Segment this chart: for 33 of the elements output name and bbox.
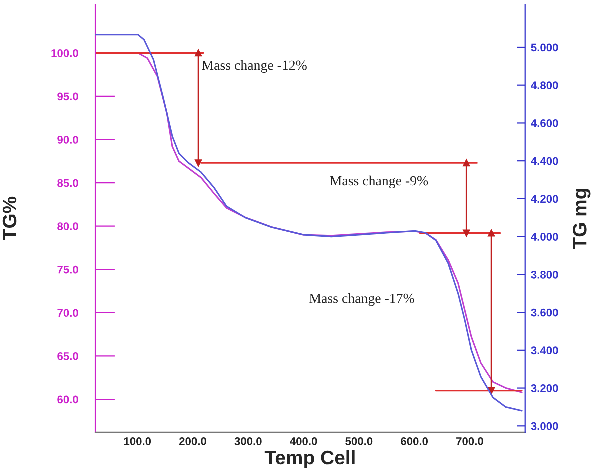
y2-tick-label: 4.000 xyxy=(531,233,558,241)
y2-tick-label: 3.200 xyxy=(531,384,558,392)
x-tick-label: 200.0 xyxy=(179,438,206,446)
y-tick-label: 90.0 xyxy=(58,136,78,144)
y2-tick-label: 4.800 xyxy=(531,82,558,90)
y2-axis-title: TG mg xyxy=(573,189,591,250)
y2-tick-label: 3.400 xyxy=(531,346,558,355)
x-tick-label: 300.0 xyxy=(234,438,262,446)
y-tick-label: 85.0 xyxy=(58,179,78,188)
x-tick-label: 100.0 xyxy=(124,438,152,446)
y-tick-label: 65.0 xyxy=(58,352,78,360)
y2-tick-label: 3.000 xyxy=(531,422,558,430)
y-tick-label: 100.0 xyxy=(52,49,78,58)
x-axis-title: Temp Cell xyxy=(264,450,355,469)
annotation: Mass change -12% xyxy=(202,60,307,74)
annotation: Mass change -17% xyxy=(310,293,414,306)
y2-tick-label: 5.000 xyxy=(531,44,558,52)
y2-tick-label: 3.800 xyxy=(531,270,558,279)
y-tick-label: 70.0 xyxy=(58,309,78,318)
x-tick-label: 700.0 xyxy=(456,438,484,446)
y-axis-title: TG% xyxy=(2,196,17,240)
y-tick-label: 80.0 xyxy=(58,222,78,230)
y2-tick-label: 4.400 xyxy=(531,157,558,166)
x-tick-label: 400.0 xyxy=(290,438,318,446)
y-tick-label: 60.0 xyxy=(58,396,78,404)
y-tick-label: 95.0 xyxy=(58,92,78,101)
x-tick-label: 500.0 xyxy=(346,438,373,446)
annotation: Mass change -9% xyxy=(330,176,428,189)
y-tick-label: 75.0 xyxy=(58,266,78,274)
y2-tick-label: 4.200 xyxy=(531,195,558,204)
y2-tick-label: 4.600 xyxy=(531,119,558,128)
x-tick-label: 600.0 xyxy=(401,438,428,446)
y2-tick-label: 3.600 xyxy=(531,308,558,317)
